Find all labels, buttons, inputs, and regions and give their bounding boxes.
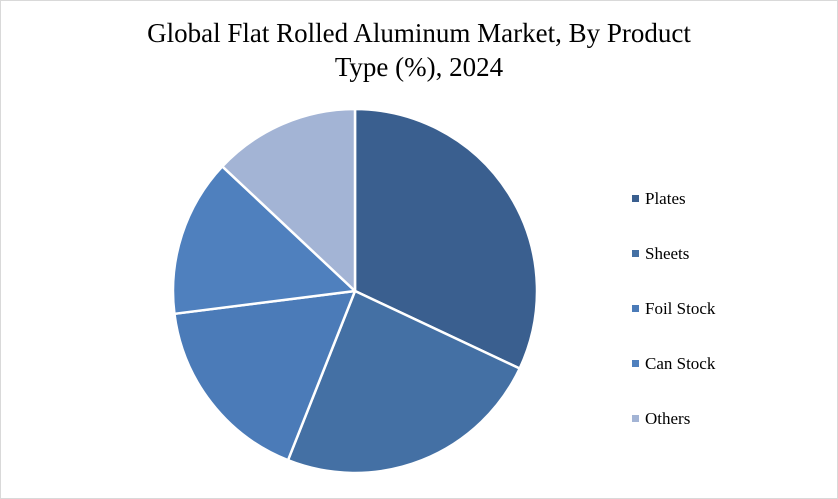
legend-item-others: Others (632, 391, 715, 446)
legend-swatch-others (632, 415, 639, 422)
chart-title: Global Flat Rolled Aluminum Market, By P… (0, 16, 838, 84)
pie-slice-plates (353, 107, 539, 370)
legend-label-can-stock: Can Stock (645, 353, 716, 373)
pie-slice-foil-stock (173, 289, 357, 462)
legend-label-plates: Plates (645, 188, 686, 208)
legend-label-sheets: Sheets (645, 243, 690, 263)
legend-item-can-stock: Can Stock (632, 336, 715, 391)
chart-title-line-2: Type (%), 2024 (334, 52, 504, 82)
legend-swatch-foil-stock (632, 305, 639, 312)
pie-slice-can-stock (171, 165, 357, 316)
legend-label-foil-stock: Foil Stock (645, 298, 716, 318)
chart-legend: Plates Sheets Foil Stock Can Stock Others (632, 171, 715, 446)
legend-swatch-plates (632, 195, 639, 202)
legend-item-sheets: Sheets (632, 226, 715, 281)
legend-swatch-can-stock (632, 360, 639, 367)
legend-item-plates: Plates (632, 171, 715, 226)
legend-item-foil-stock: Foil Stock (632, 281, 715, 336)
pie-slice-others (221, 107, 357, 293)
pie-slice-sheets (286, 289, 521, 475)
legend-swatch-sheets (632, 250, 639, 257)
legend-label-others: Others (645, 408, 691, 428)
chart-title-line-1: Global Flat Rolled Aluminum Market, By P… (147, 18, 691, 48)
